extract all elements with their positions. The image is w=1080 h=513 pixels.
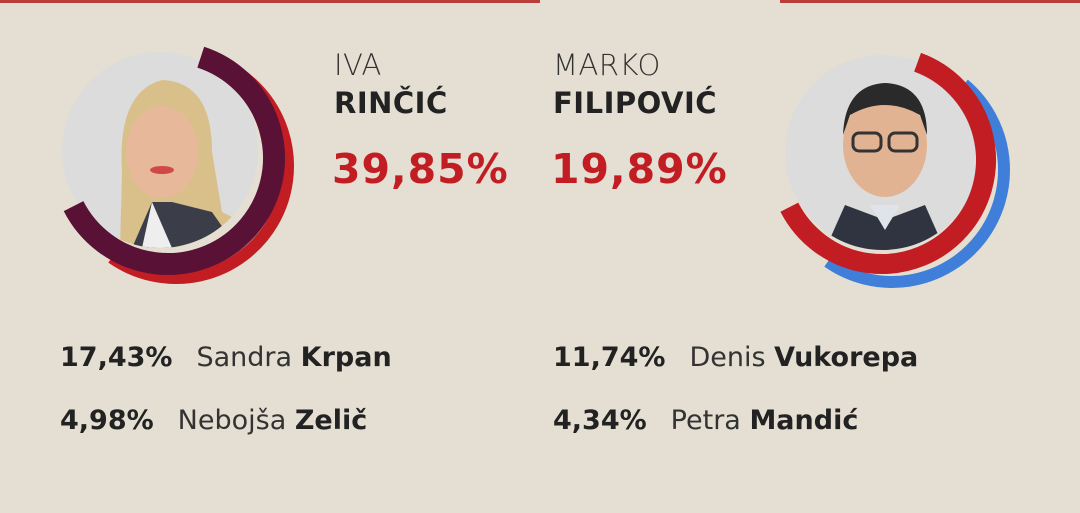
result-row: 17,43% Sandra Krpan	[60, 342, 392, 373]
result-last-name: Vukorepa	[774, 342, 919, 373]
result-last-name: Zelič	[294, 405, 368, 436]
result-percent: 17,43%	[60, 342, 173, 373]
result-percent: 4,34%	[553, 405, 647, 436]
candidate-last-name: FILIPOVIĆ	[553, 86, 718, 120]
result-first-name: Nebojša	[177, 405, 287, 436]
result-first-name: Denis	[689, 342, 766, 373]
result-row: 11,74% Denis Vukorepa	[553, 342, 918, 373]
top-divider-right	[780, 0, 1080, 3]
candidate-percent: 39,85%	[332, 145, 509, 193]
result-last-name: Mandić	[749, 405, 859, 436]
top-divider-left	[0, 0, 540, 3]
candidate-last-name: RINČIĆ	[334, 86, 448, 120]
result-percent: 4,98%	[60, 405, 154, 436]
arc-filipovic-blue	[824, 79, 1010, 288]
result-first-name: Petra	[670, 405, 741, 436]
candidate-first-name: MARKO	[553, 48, 661, 82]
candidate-percent: 19,89%	[551, 145, 728, 193]
result-last-name: Krpan	[300, 342, 392, 373]
result-row: 4,98% Nebojša Zelič	[60, 405, 367, 436]
arc-rincic-purple	[63, 46, 285, 275]
result-percent: 11,74%	[553, 342, 666, 373]
result-row: 4,34% Petra Mandić	[553, 405, 858, 436]
arc-filipovic-red	[780, 52, 996, 274]
candidate-photo-rincic	[62, 52, 258, 248]
candidate-first-name: IVA	[334, 48, 382, 82]
result-first-name: Sandra	[196, 342, 293, 373]
